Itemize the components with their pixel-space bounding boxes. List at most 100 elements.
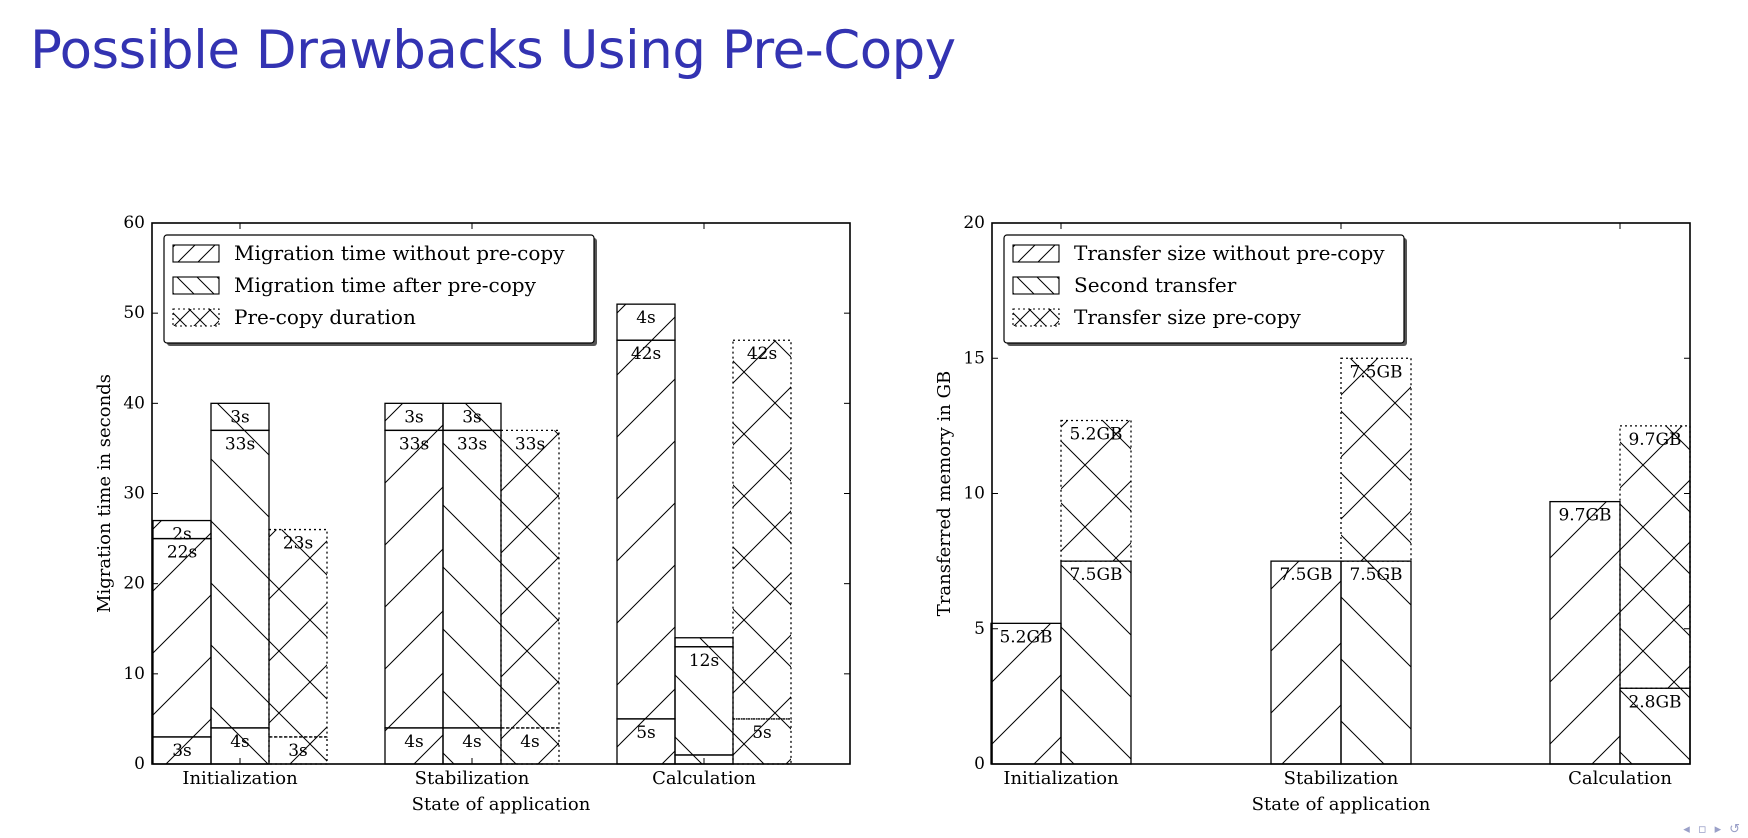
data-label: 9.7GB	[1558, 506, 1611, 526]
bar-segment	[616, 718, 676, 765]
data-label: 9.7GB	[1628, 430, 1681, 450]
x-tick-label: Initialization	[182, 768, 298, 789]
legend-label: Migration time without pre-copy	[234, 241, 565, 265]
y-tick-label: 10	[123, 664, 145, 684]
y-tick-label: 60	[123, 213, 145, 233]
y-tick-label: 15	[963, 348, 985, 368]
nav-next-icon[interactable]: ▸	[1714, 822, 1722, 837]
data-label: 4s	[520, 732, 540, 752]
y-tick-label: 0	[974, 754, 985, 774]
data-label: 4s	[230, 732, 250, 752]
nav-frame-icon[interactable]: ▫	[1697, 822, 1707, 837]
legend-swatch	[1012, 276, 1060, 295]
bar-segment	[616, 339, 676, 720]
legend-swatch	[1012, 244, 1060, 263]
legend-label: Second transfer	[1074, 273, 1237, 297]
bar-segment	[442, 402, 502, 432]
data-label: 3s	[288, 741, 308, 761]
y-tick-label: 10	[963, 484, 985, 504]
y-tick-label: 40	[123, 393, 145, 413]
bar-segment	[152, 736, 212, 765]
legend-label: Transfer size without pre-copy	[1074, 241, 1385, 265]
bar-segment	[1060, 560, 1132, 765]
data-label: 33s	[225, 434, 255, 454]
bar-segment	[268, 736, 328, 765]
data-label: 42s	[747, 344, 777, 364]
data-label: 12s	[689, 651, 719, 671]
data-label: 7.5GB	[1279, 565, 1332, 585]
y-tick-label: 50	[123, 303, 145, 323]
data-label: 5.2GB	[999, 627, 1052, 647]
y-tick-label: 30	[123, 484, 145, 504]
slide-navigation[interactable]: ◂ ▫ ▸ ↺	[1681, 820, 1742, 838]
nav-prev-icon[interactable]: ◂	[1683, 822, 1690, 837]
bar-segment	[384, 429, 444, 729]
data-label: 7.5GB	[1349, 362, 1402, 382]
legend-box	[163, 234, 595, 344]
bar-segment	[152, 537, 212, 738]
data-label: 3s	[230, 407, 250, 427]
data-label: 3s	[172, 741, 192, 761]
y-tick-label: 5	[974, 619, 985, 639]
data-label: 4s	[462, 732, 482, 752]
bar-segment	[1270, 560, 1342, 765]
data-label: 22s	[167, 543, 197, 563]
data-label: 7.5GB	[1069, 565, 1122, 585]
data-label: 5s	[752, 723, 772, 743]
data-label: 7.5GB	[1349, 565, 1402, 585]
bar-segment	[268, 528, 328, 738]
data-label: 3s	[462, 407, 482, 427]
legend-swatch	[172, 308, 220, 327]
x-tick-label: Stabilization	[1284, 768, 1399, 789]
data-label: 3s	[404, 407, 424, 427]
data-label: 33s	[515, 434, 545, 454]
bar-segment	[210, 402, 270, 432]
data-label: 33s	[457, 434, 487, 454]
y-tick-label: 20	[963, 213, 985, 233]
x-tick-label: Calculation	[1568, 768, 1672, 789]
legend-label: Pre-copy duration	[234, 305, 416, 329]
x-tick-label: Stabilization	[415, 768, 530, 789]
bar-segment	[500, 727, 560, 765]
bar-segment	[1340, 357, 1412, 562]
x-axis-label: State of application	[412, 794, 591, 815]
legend-swatch	[1012, 308, 1060, 327]
bar-segment	[442, 429, 502, 729]
data-label: 2.8GB	[1628, 692, 1681, 712]
x-tick-label: Calculation	[652, 768, 756, 789]
legend-label: Migration time after pre-copy	[234, 273, 537, 297]
bar-segment	[732, 339, 792, 720]
legend-swatch	[172, 276, 220, 295]
data-label: 33s	[399, 434, 429, 454]
data-label: 5s	[636, 723, 656, 743]
bar-segment	[210, 429, 270, 729]
legend-label: Transfer size pre-copy	[1074, 305, 1302, 329]
bar-segment	[732, 718, 792, 765]
y-axis-label: Transferred memory in GB	[934, 371, 955, 616]
bar-segment	[674, 637, 734, 648]
data-label: 42s	[631, 344, 661, 364]
data-label: 2s	[172, 525, 192, 545]
bar-segment	[500, 429, 560, 729]
bar-segment	[1340, 560, 1412, 765]
bar-segment	[616, 303, 676, 341]
y-tick-label: 0	[134, 754, 145, 774]
legend-box	[1003, 234, 1405, 344]
bar-segment	[1549, 500, 1621, 765]
data-label: 23s	[283, 534, 313, 554]
nav-search-icon[interactable]: ↺	[1729, 822, 1740, 837]
legend-swatch	[172, 244, 220, 263]
x-axis-label: State of application	[1252, 794, 1431, 815]
chart-2: 5.2GB 7.5GB 5.2GB Initialization 7.5GB 7.5GB 7…	[934, 213, 1691, 815]
slide-title: Possible Drawbacks Using Pre-Copy	[30, 20, 956, 81]
data-label: 4s	[636, 308, 656, 328]
bar-segment	[1619, 425, 1691, 689]
y-axis-label: Migration time in seconds	[94, 374, 115, 613]
data-label: 5.2GB	[1069, 424, 1122, 444]
bar-segment	[1060, 419, 1132, 562]
x-tick-label: Initialization	[1003, 768, 1119, 789]
y-tick-label: 20	[123, 574, 145, 594]
data-label: 4s	[404, 732, 424, 752]
